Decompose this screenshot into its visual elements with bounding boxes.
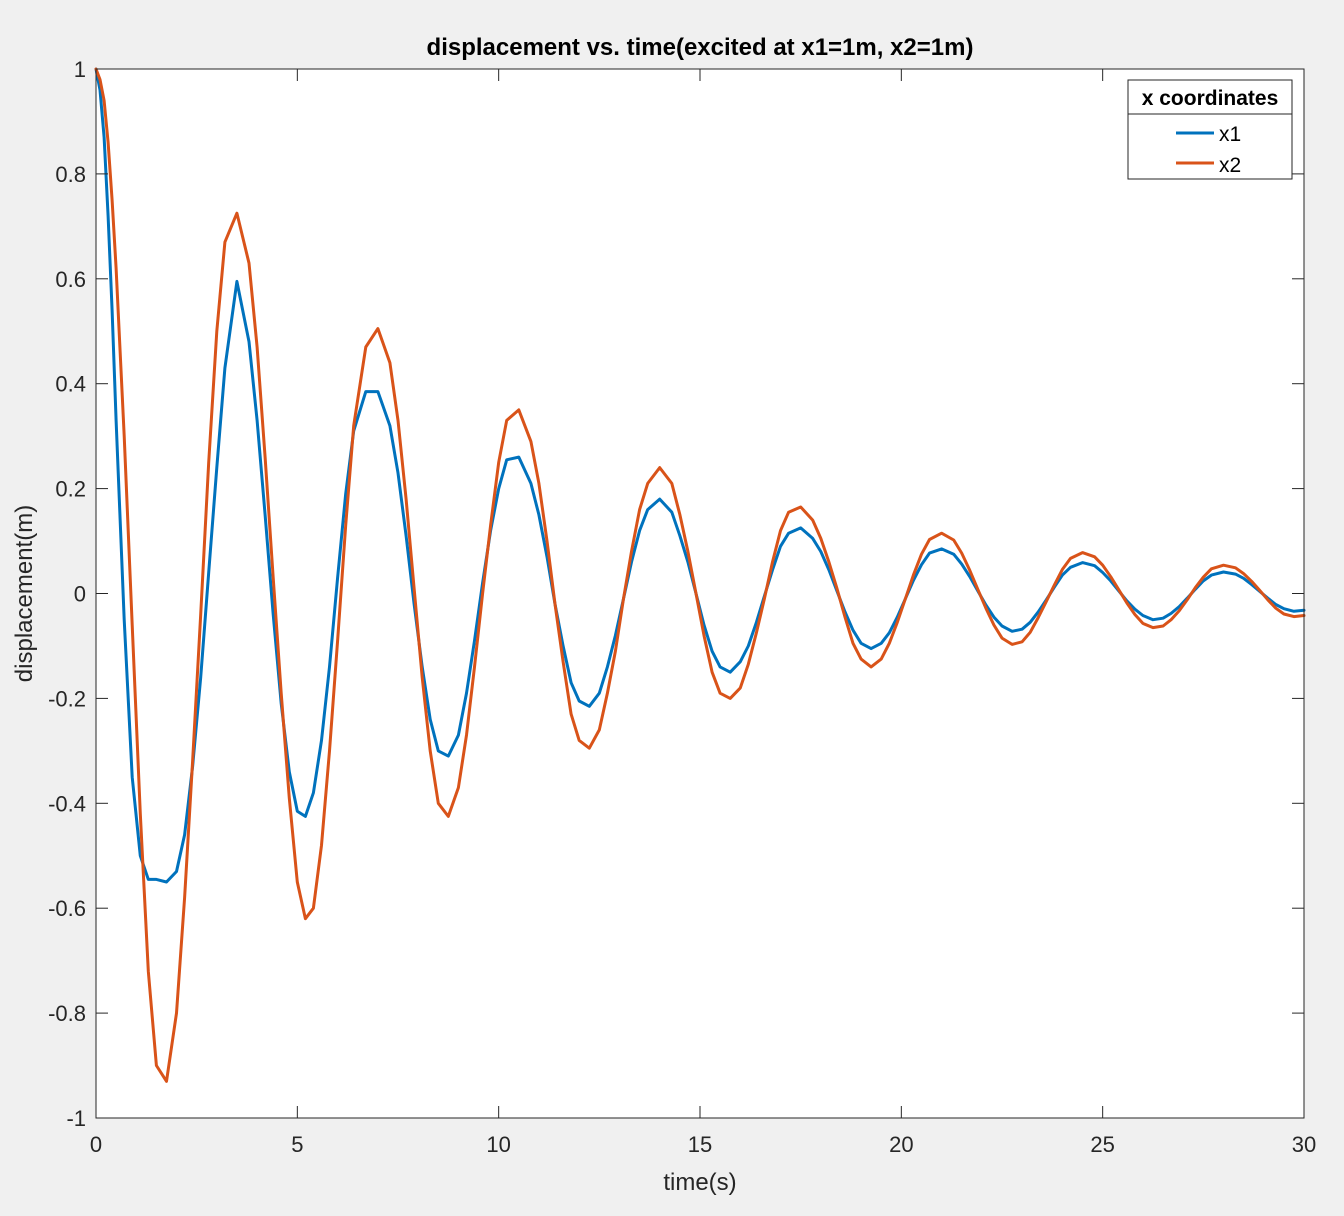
legend-label-x2: x2 bbox=[1219, 154, 1241, 177]
x-tick-label: 25 bbox=[1090, 1132, 1114, 1157]
series-layer bbox=[94, 67, 1306, 1083]
x-tick-label: 30 bbox=[1292, 1132, 1316, 1157]
y-tick-label: 1 bbox=[74, 57, 86, 82]
y-tick-label: -0.8 bbox=[48, 1001, 86, 1026]
tick-layer: 0 5 10 15 20 25 30 -1 -0.8 -0.6 -0.4 -0.2 0 0.2 0.4 0.6… bbox=[48, 57, 1316, 1157]
x-tick-label: 20 bbox=[889, 1132, 913, 1157]
series-line-x2 bbox=[94, 67, 1306, 1083]
x-tick-label: 0 bbox=[90, 1132, 102, 1157]
y-tick-label: -0.2 bbox=[48, 686, 86, 711]
y-tick-label: 0.6 bbox=[55, 267, 86, 292]
legend[interactable]: x coordinates x1 x2 bbox=[1127, 79, 1293, 180]
legend-title: x coordinates bbox=[1142, 87, 1279, 110]
axes-box bbox=[95, 68, 1305, 1119]
x-tick-label: 5 bbox=[291, 1132, 303, 1157]
x-tick-label: 10 bbox=[486, 1132, 510, 1157]
y-tick-label: -0.4 bbox=[48, 791, 86, 816]
y-tick-label: 0.4 bbox=[55, 372, 86, 397]
series-line-x1 bbox=[94, 67, 1306, 884]
y-axis-label: displacement(m) bbox=[11, 505, 38, 682]
x-tick-label: 15 bbox=[688, 1132, 712, 1157]
chart-title: displacement vs. time(excited at x1=1m, … bbox=[427, 34, 974, 61]
y-tick-label: -1 bbox=[66, 1106, 86, 1131]
y-tick-label: 0.8 bbox=[55, 162, 86, 187]
legend-label-x1: x1 bbox=[1219, 123, 1241, 146]
y-tick-label: -0.6 bbox=[48, 896, 86, 921]
y-tick-label: 0.2 bbox=[55, 477, 86, 502]
x-axis-label: time(s) bbox=[663, 1169, 736, 1196]
y-tick-label: 0 bbox=[74, 582, 86, 607]
plot-area bbox=[96, 69, 1304, 1118]
